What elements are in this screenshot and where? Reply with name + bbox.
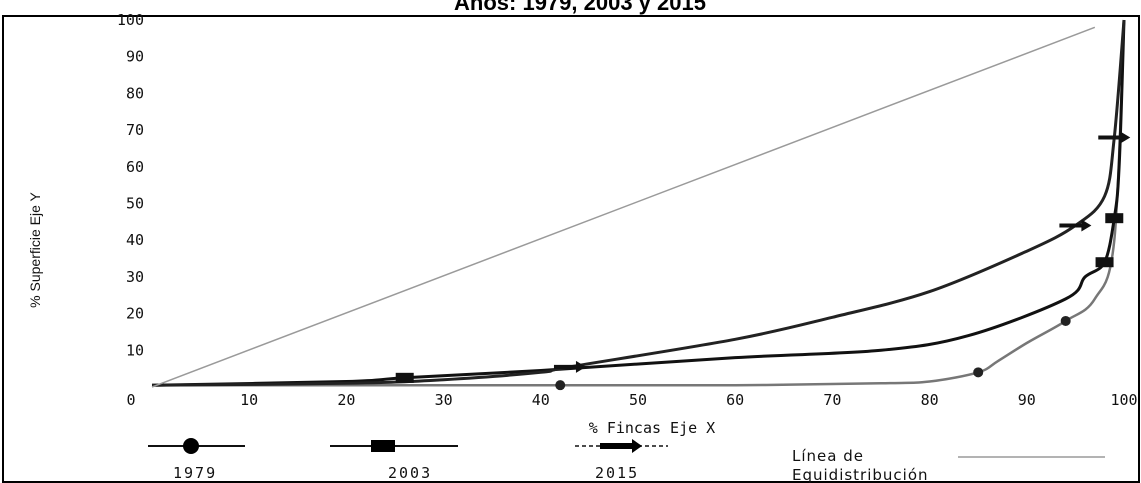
x-tick-label: 60 bbox=[726, 391, 744, 409]
x-tick-label: 80 bbox=[921, 391, 939, 409]
x-tick-label: 90 bbox=[1018, 391, 1036, 409]
y-tick-label: 90 bbox=[126, 48, 144, 66]
x-tick-label: 20 bbox=[337, 391, 355, 409]
point-marker-1979 bbox=[1060, 315, 1071, 326]
legend-1979-label: 1979 bbox=[173, 464, 217, 482]
chart-frame bbox=[2, 15, 1140, 483]
legend-equi-label-2: Equidistribución bbox=[792, 466, 929, 483]
point-marker-2003 bbox=[395, 372, 414, 383]
legend-2015-marker bbox=[600, 439, 642, 453]
point-marker-2003 bbox=[1095, 257, 1114, 268]
point-marker-1979 bbox=[973, 367, 984, 378]
x-tick-label: 50 bbox=[629, 391, 647, 409]
series-line-1979 bbox=[152, 19, 1126, 387]
x-tick-label: 10 bbox=[240, 391, 258, 409]
point-marker-2015 bbox=[1059, 219, 1092, 232]
point-marker-2003 bbox=[1105, 213, 1124, 224]
chart-title: Años: 1979, 2003 y 2015 bbox=[454, 0, 706, 15]
y-tick-label: 20 bbox=[126, 305, 144, 323]
point-marker-2015 bbox=[553, 360, 586, 373]
y-tick-label: 100 bbox=[117, 11, 144, 29]
point-marker-2015 bbox=[1098, 131, 1131, 144]
x-axis-label: % Fincas Eje X bbox=[589, 419, 715, 437]
legend-1979-marker bbox=[183, 438, 199, 454]
equidistribution-line bbox=[151, 26, 1096, 388]
series-line-2015 bbox=[151, 19, 1126, 387]
y-tick-label: 40 bbox=[126, 231, 144, 249]
legend-equi-label-1: Línea de bbox=[792, 447, 864, 465]
y-tick-label: 70 bbox=[126, 121, 144, 139]
y-tick-label: 10 bbox=[126, 341, 144, 359]
legend-2015-label: 2015 bbox=[595, 464, 639, 482]
series-line-2003 bbox=[151, 19, 1126, 387]
legend: 1979 2003 2015 Línea de Equidistribución bbox=[148, 438, 1105, 483]
legend-2003-marker bbox=[371, 440, 395, 452]
x-tick-label: 0 bbox=[126, 391, 135, 409]
x-tick-label: 30 bbox=[435, 391, 453, 409]
y-tick-label: 30 bbox=[126, 268, 144, 286]
y-tick-label: 80 bbox=[126, 84, 144, 102]
x-tick-label: 70 bbox=[823, 391, 841, 409]
y-tick-label: 60 bbox=[126, 158, 144, 176]
legend-2003-label: 2003 bbox=[388, 464, 432, 482]
x-tick-label: 100 bbox=[1110, 391, 1137, 409]
y-axis-label: % Superficie Eje Y bbox=[27, 191, 43, 307]
point-marker-1979 bbox=[555, 380, 566, 391]
y-tick-label: 50 bbox=[126, 195, 144, 213]
x-tick-label: 40 bbox=[532, 391, 550, 409]
